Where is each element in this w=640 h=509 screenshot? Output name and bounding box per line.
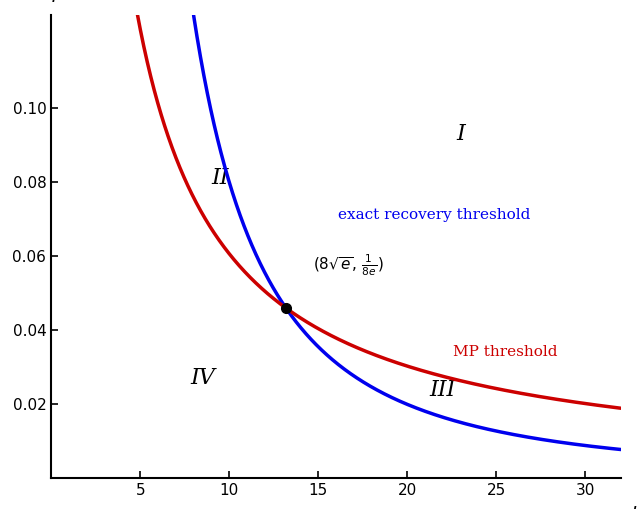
- Text: exact recovery threshold: exact recovery threshold: [338, 208, 530, 222]
- Text: MP threshold: MP threshold: [453, 346, 557, 359]
- Text: $\rho$: $\rho$: [51, 0, 65, 4]
- Text: I: I: [456, 123, 465, 145]
- Text: III: III: [429, 379, 456, 401]
- Text: IV: IV: [190, 367, 215, 389]
- Text: II: II: [212, 167, 229, 189]
- Text: $(8\sqrt{e},\,\frac{1}{8e})$: $(8\sqrt{e},\,\frac{1}{8e})$: [313, 253, 383, 278]
- Text: $\mu_0$: $\mu_0$: [632, 504, 640, 509]
